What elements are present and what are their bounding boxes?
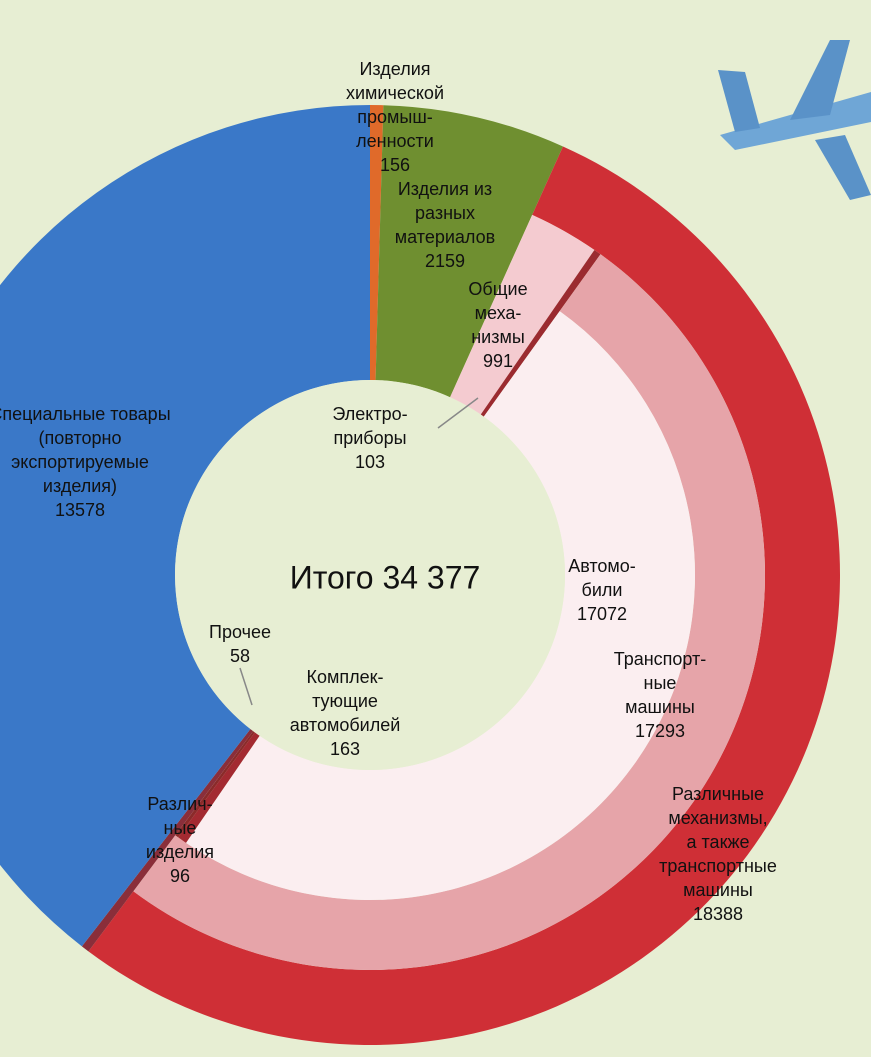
- segment-label: Изделия из: [398, 179, 492, 199]
- segment-label: транспортные: [659, 856, 777, 876]
- segment-label: Электро-: [332, 404, 407, 424]
- segment-label: промыш-: [357, 107, 433, 127]
- segment-label: приборы: [333, 428, 406, 448]
- segment-label: ные: [644, 673, 677, 693]
- segment-label: Комплек-: [306, 667, 383, 687]
- segment-value: 103: [355, 452, 385, 472]
- segment-value: 18388: [693, 904, 743, 924]
- segment-label: механизмы,: [668, 808, 767, 828]
- chart: Изделия химической промыш-ленности 156 Издел…: [0, 0, 871, 1057]
- segment-label: Различные: [672, 784, 764, 804]
- segment-label: Транспорт-: [614, 649, 707, 669]
- segment-value: 2159: [425, 251, 465, 271]
- segment-label: ленности: [356, 131, 434, 151]
- segment-label: меха-: [475, 303, 522, 323]
- segment-value: 96: [170, 866, 190, 886]
- segment-label: изделия): [43, 476, 117, 496]
- segment-value: 991: [483, 351, 513, 371]
- segment-label: разных: [415, 203, 475, 223]
- segment-label: экспортируемые: [11, 452, 149, 472]
- segment-label: низмы: [471, 327, 525, 347]
- segment-label: Различ-: [147, 794, 212, 814]
- segment-label: Прочее: [209, 622, 271, 642]
- segment-label: химической: [346, 83, 444, 103]
- segment-label: изделия: [146, 842, 214, 862]
- segment-label: (повторно: [39, 428, 122, 448]
- segment-label: машины: [683, 880, 753, 900]
- segment-label: Специальные товары: [0, 404, 171, 424]
- segment-value: 156: [380, 155, 410, 175]
- segment-label: Изделия: [359, 59, 430, 79]
- segment-label: тующие: [312, 691, 378, 711]
- segment-value: 163: [330, 739, 360, 759]
- segment-label: материалов: [395, 227, 495, 247]
- segment-label: ные: [164, 818, 197, 838]
- segment-value: 17293: [635, 721, 685, 741]
- segment-label: а также: [687, 832, 750, 852]
- segment-value: 58: [230, 646, 250, 666]
- segment-label: били: [582, 580, 623, 600]
- center-total: Итого 34 377: [290, 559, 481, 595]
- segment-label: машины: [625, 697, 695, 717]
- segment-value: 13578: [55, 500, 105, 520]
- segment-value: 17072: [577, 604, 627, 624]
- segment-label: автомобилей: [290, 715, 401, 735]
- segment-label: Автомо-: [568, 556, 636, 576]
- segment-label: Общие: [468, 279, 527, 299]
